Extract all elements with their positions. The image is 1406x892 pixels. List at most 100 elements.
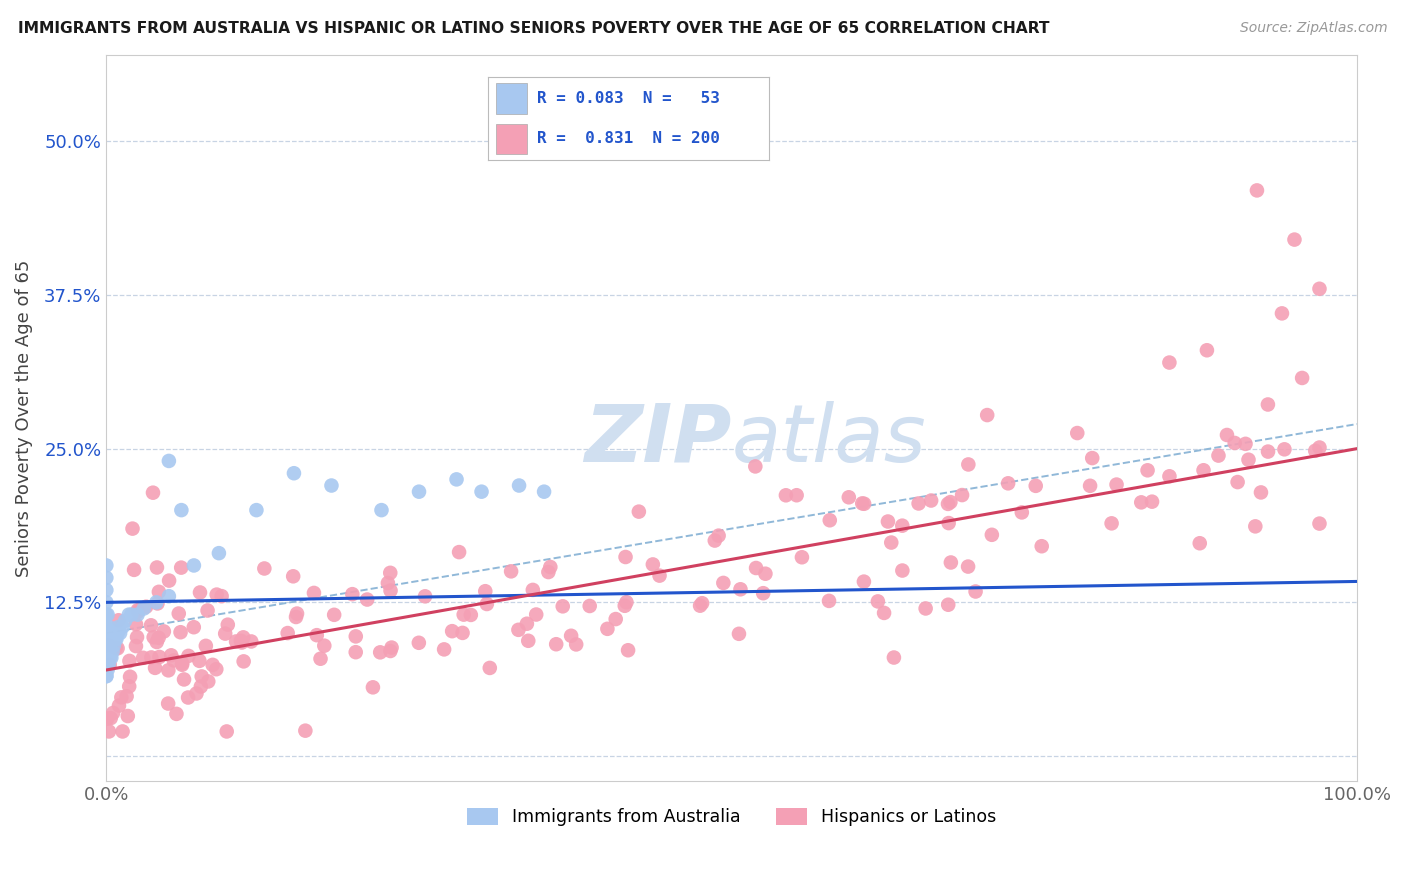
Point [170,560,193,574]
Point [1101,516,1123,531]
Point [122,563,145,577]
Point [997,476,1019,491]
Point [201,657,224,672]
Point [344,645,367,659]
Point [214,626,236,640]
Point [1308,282,1330,296]
Point [1234,437,1257,451]
Point [190,680,212,694]
Point [711,576,734,591]
Point [613,599,636,613]
Point [501,565,523,579]
Point [97,607,120,622]
Point [1192,463,1215,477]
Point [478,661,501,675]
Point [96,558,118,573]
Point [460,607,482,622]
Point [121,522,143,536]
Point [880,535,903,549]
Point [157,697,180,711]
Point [380,583,402,598]
Point [148,650,170,665]
Point [96,582,118,597]
Point [96,620,118,634]
Point [96,595,118,609]
Point [148,631,170,645]
Point [370,503,392,517]
Point [560,629,582,643]
Point [1078,479,1101,493]
Point [97,657,120,671]
Point [690,596,713,610]
Point [533,484,555,499]
Point [157,574,180,588]
Point [108,620,131,634]
Point [167,607,190,621]
Point [117,709,139,723]
Point [305,628,328,642]
Point [474,584,496,599]
Point [108,698,131,713]
Point [97,620,120,634]
Point [101,706,124,720]
Point [225,634,247,648]
Point [838,490,860,504]
Point [754,566,776,581]
Point [169,625,191,640]
Point [215,724,238,739]
Point [197,603,219,617]
Point [104,632,127,647]
Point [96,657,118,671]
Point [97,639,120,653]
Point [104,640,127,655]
Point [120,670,142,684]
Point [127,605,149,619]
Point [1226,475,1249,489]
Point [283,569,305,583]
Point [245,503,267,517]
Point [936,598,959,612]
Point [97,626,120,640]
Point [1025,479,1047,493]
Point [1011,505,1033,519]
Point [120,607,142,622]
Point [186,686,208,700]
Point [648,568,671,582]
Point [132,601,155,615]
Point [110,690,132,705]
Point [142,485,165,500]
Point [321,478,343,492]
Point [108,626,131,640]
Point [96,632,118,647]
Point [125,630,148,644]
Point [309,651,332,665]
Legend: Immigrants from Australia, Hispanics or Latinos: Immigrants from Australia, Hispanics or … [467,807,995,826]
Y-axis label: Seniors Poverty Over the Age of 65: Seniors Poverty Over the Age of 65 [15,260,32,576]
Point [190,669,212,683]
Point [1031,539,1053,553]
Point [1223,436,1246,450]
Point [141,650,163,665]
Point [173,673,195,687]
Point [188,654,211,668]
Point [957,559,980,574]
Point [229,633,252,648]
Point [1237,452,1260,467]
Point [957,458,980,472]
Point [616,595,638,609]
Point [938,516,960,530]
Point [142,630,165,644]
Point [188,585,211,599]
Point [277,626,299,640]
Text: atlas: atlas [731,401,927,479]
Point [146,597,169,611]
Point [537,565,560,579]
Point [148,584,170,599]
Point [132,650,155,665]
Point [127,607,149,622]
Point [96,644,118,658]
Point [522,582,544,597]
Point [97,663,120,677]
Point [100,632,122,647]
Point [790,550,813,565]
